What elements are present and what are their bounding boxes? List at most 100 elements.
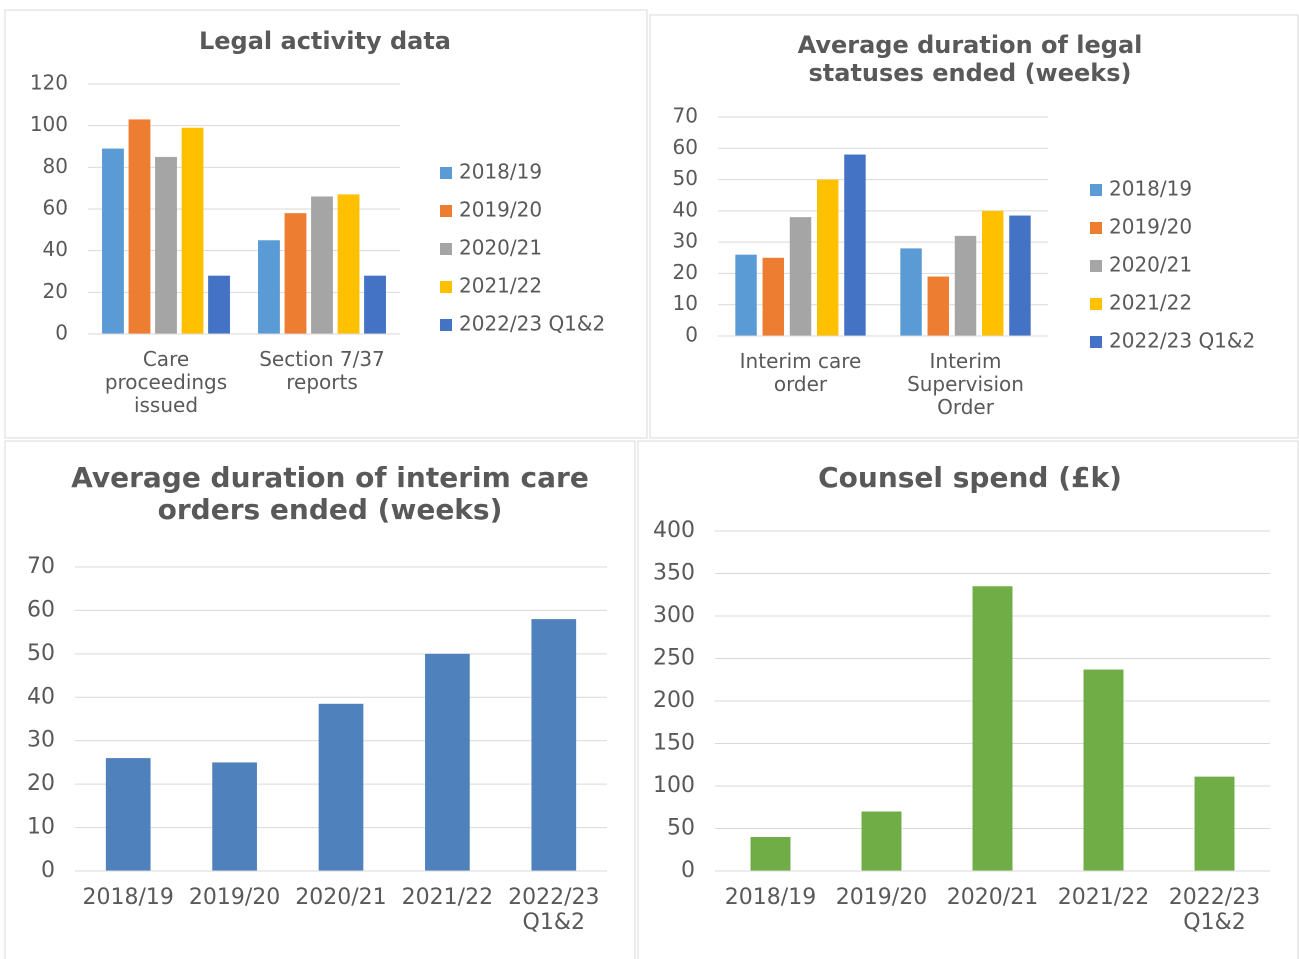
x-tick-label: 2021/22 (401, 885, 494, 910)
legend-label: 2020/21 (459, 236, 542, 260)
x-tick-label: 2020/21 (946, 885, 1039, 910)
bar (311, 196, 333, 334)
x-tick-label-box: 2020/21 (295, 885, 387, 910)
legend-label: 2020/21 (1109, 253, 1192, 277)
bar (128, 119, 151, 335)
x-tick-label-box: 2021/22 (401, 885, 494, 910)
legend-label: 2021/22 (1109, 291, 1192, 315)
bar (531, 619, 577, 871)
x-tick-label-box: 2018/19 (724, 885, 817, 910)
y-tick-label: 40 (27, 684, 55, 709)
bar (102, 148, 124, 334)
y-tick-label: 150 (653, 731, 695, 756)
chart-title-box: Counsel spend (£k) (818, 462, 1122, 494)
x-tick-label-box: Interim care order (739, 350, 862, 396)
legend-swatch (1090, 260, 1102, 272)
x-tick-label-box: Section 7/37 reports (259, 348, 385, 394)
legend-label: 2022/23 Q1&2 (1109, 329, 1255, 353)
legend-swatch (1090, 298, 1102, 310)
legend-label: 2022/23 Q1&2 (459, 312, 605, 336)
bar (105, 758, 151, 871)
chart-title: Counsel spend (£k) (818, 462, 1122, 494)
legend-swatch (440, 243, 452, 255)
bar (789, 217, 812, 336)
panel (649, 14, 1299, 439)
x-tick-label-box: Interim Supervision Order (907, 350, 1024, 419)
bar (337, 194, 360, 334)
x-tick-label-box: 2021/22 (1057, 885, 1150, 910)
y-tick-label: 100 (30, 112, 68, 136)
bar (364, 275, 386, 334)
y-tick-label: 0 (685, 323, 698, 347)
x-tick-label: 2022/23 Q1&2 (1168, 885, 1261, 936)
x-tick-label: 2022/23 Q1&2 (508, 885, 600, 936)
bar (735, 254, 757, 336)
x-tick-label-box: 2019/20 (189, 885, 280, 910)
legend-label: 2019/20 (459, 198, 542, 222)
bar (212, 762, 257, 871)
bar (258, 240, 280, 334)
x-tick-label: 2018/19 (82, 885, 174, 910)
bar (1083, 669, 1124, 871)
x-tick-label-box: 2018/19 (82, 885, 174, 910)
y-tick-label: 120 (30, 71, 68, 95)
legend-label: 2021/22 (459, 274, 542, 298)
y-tick-label: 0 (41, 858, 55, 883)
bar (318, 703, 364, 871)
y-tick-label: 40 (43, 237, 68, 261)
bar (284, 213, 307, 334)
bar (861, 811, 902, 871)
y-tick-label: 60 (43, 196, 68, 220)
bar (1194, 776, 1235, 871)
x-tick-label: 2019/20 (835, 885, 928, 910)
y-tick-label: 350 (653, 561, 695, 586)
y-tick-label: 0 (55, 321, 68, 345)
y-tick-label: 70 (673, 104, 698, 128)
y-tick-label: 30 (673, 229, 698, 253)
bar (181, 127, 204, 334)
x-tick-label: Section 7/37 reports (259, 348, 385, 394)
chart-title: Legal activity data (198, 28, 452, 55)
y-tick-label: 50 (27, 641, 55, 666)
bar (155, 156, 177, 334)
x-tick-label: 2020/21 (295, 885, 387, 910)
panel (4, 440, 636, 959)
y-tick-label: 30 (27, 728, 55, 753)
legend-swatch (440, 319, 452, 331)
x-tick-label: Interim Supervision Order (907, 350, 1024, 419)
chart-title-box: Average duration of interim care orders … (71, 462, 589, 527)
chart-title: Average duration of interim care orders … (71, 462, 589, 527)
bar (1009, 215, 1031, 336)
legend-swatch (440, 167, 452, 179)
x-tick-label: Interim care order (739, 350, 862, 396)
bar (208, 275, 230, 334)
x-tick-label: 2018/19 (724, 885, 817, 910)
bar (762, 257, 784, 336)
y-tick-label: 250 (653, 646, 695, 671)
x-tick-label-box: 2022/23 Q1&2 (1168, 885, 1261, 936)
y-tick-label: 70 (27, 554, 55, 579)
bar (750, 837, 791, 871)
x-tick-label-box: Care proceedings issued (105, 348, 227, 417)
y-tick-label: 200 (653, 688, 695, 713)
legend-label: 2018/19 (459, 160, 542, 184)
y-tick-label: 20 (43, 279, 68, 303)
y-tick-label: 10 (27, 815, 55, 840)
bar (425, 653, 470, 871)
y-tick-label: 100 (653, 773, 695, 798)
x-tick-label: 2021/22 (1057, 885, 1150, 910)
y-tick-label: 0 (681, 858, 695, 883)
y-tick-label: 20 (27, 771, 55, 796)
legend-swatch (1090, 336, 1102, 348)
y-tick-label: 60 (27, 597, 55, 622)
panel (4, 9, 648, 439)
chart-title: Average duration of legal statuses ended… (797, 32, 1143, 87)
legend-swatch (1090, 184, 1102, 196)
y-tick-label: 80 (43, 154, 68, 178)
bar (954, 235, 977, 336)
y-tick-label: 60 (673, 135, 698, 159)
y-tick-label: 300 (653, 603, 695, 628)
bar (972, 586, 1013, 871)
chart-title-box: Legal activity data (198, 28, 452, 55)
